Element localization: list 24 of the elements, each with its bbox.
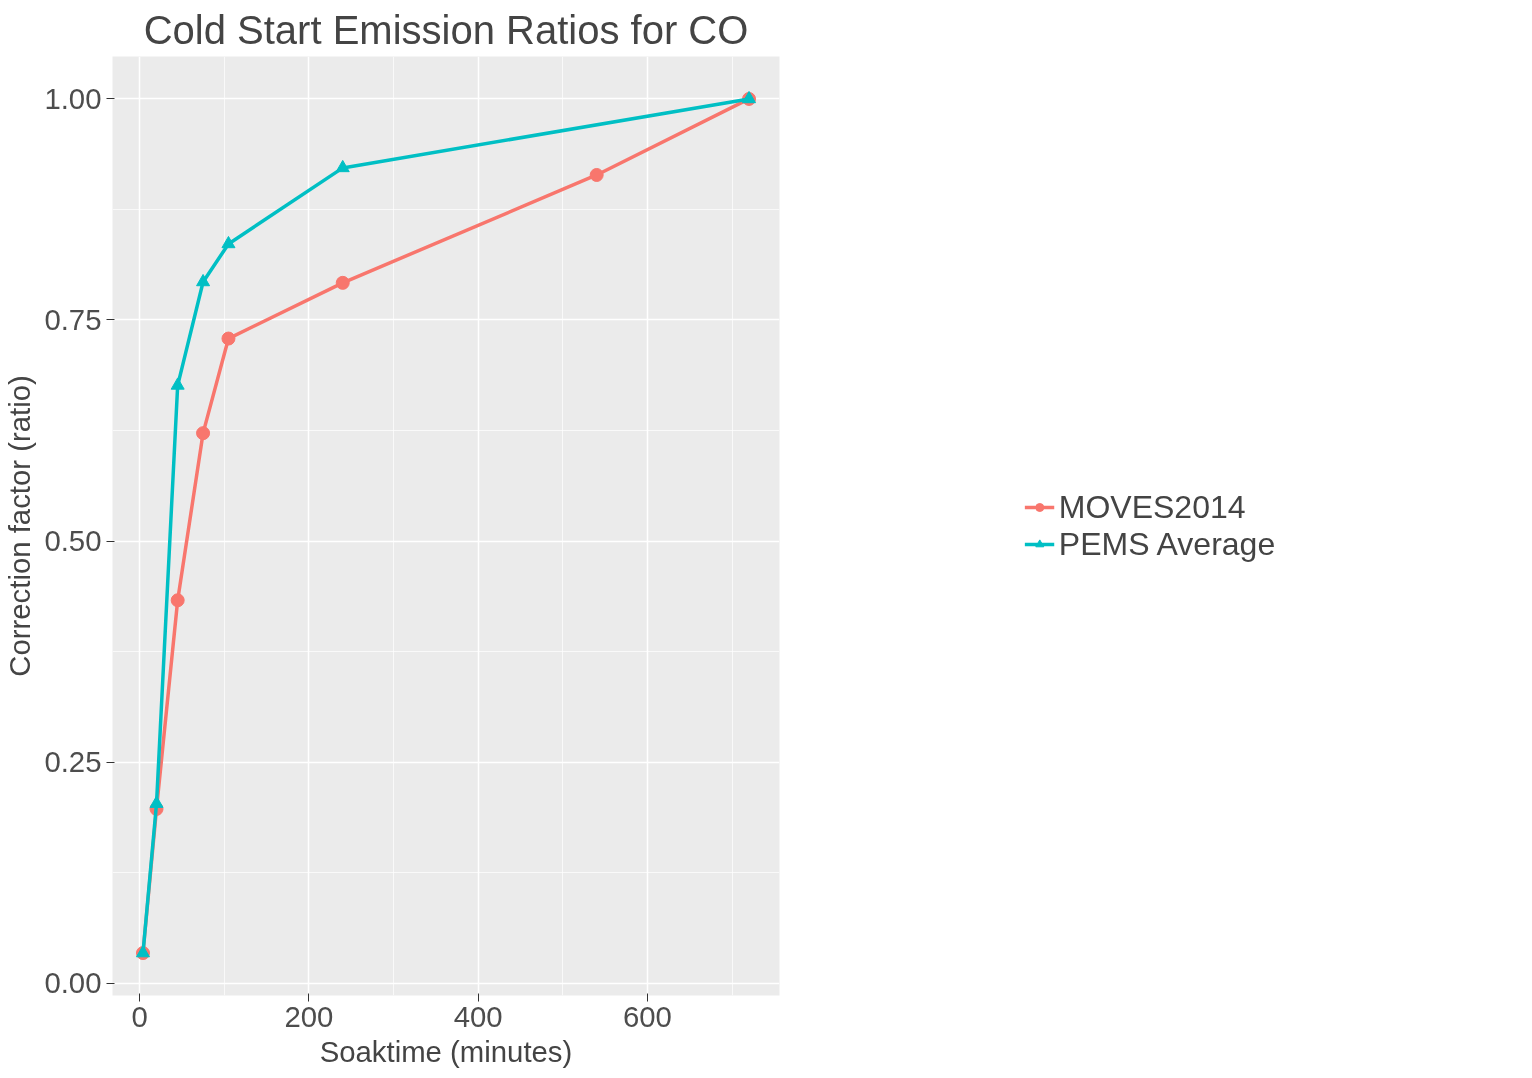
point bbox=[221, 235, 236, 249]
point bbox=[149, 795, 164, 808]
y-axis-title: Correction factor (ratio) bbox=[3, 375, 37, 677]
y-tick-label: 1.00 bbox=[44, 81, 102, 115]
point bbox=[221, 331, 236, 346]
point bbox=[196, 426, 211, 441]
y-tick-label: 0.25 bbox=[44, 745, 102, 779]
x-tick-label: 0 bbox=[131, 999, 148, 1033]
y-tick-label: 0.75 bbox=[44, 302, 102, 336]
chart-title: Cold Start Emission Ratios for CO bbox=[143, 7, 749, 52]
point bbox=[335, 275, 350, 290]
x-axis-title: Soaktime (minutes) bbox=[319, 1034, 573, 1068]
point bbox=[589, 167, 604, 182]
x-tick-label: 600 bbox=[622, 999, 672, 1033]
y-tick-label: 0.00 bbox=[44, 966, 102, 1000]
legend-label: PEMS Average bbox=[1058, 525, 1276, 563]
legend-label: MOVES2014 bbox=[1058, 488, 1246, 526]
point bbox=[196, 273, 211, 287]
point bbox=[335, 159, 350, 173]
point bbox=[170, 593, 185, 608]
x-tick-label: 200 bbox=[284, 999, 334, 1033]
point bbox=[170, 377, 185, 390]
y-tick-label: 0.50 bbox=[44, 524, 102, 558]
x-tick-label: 400 bbox=[453, 999, 503, 1033]
